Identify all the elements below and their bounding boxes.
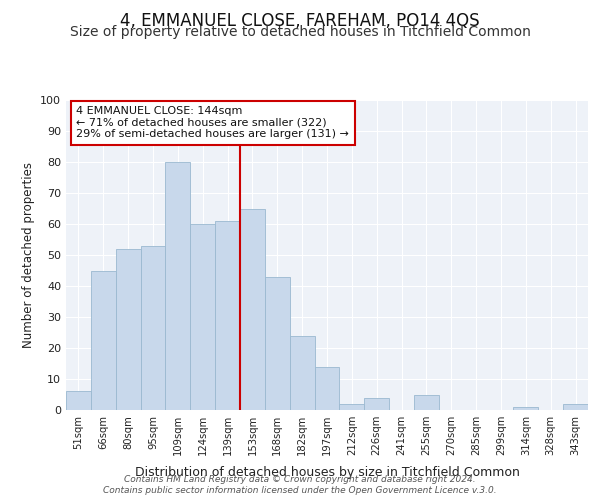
Bar [265,276,290,410]
Bar [140,246,166,410]
Bar [514,407,538,410]
Bar [290,336,314,410]
Bar [240,208,265,410]
Bar [314,366,340,410]
Bar [563,404,588,410]
Bar [91,270,116,410]
Text: 4, EMMANUEL CLOSE, FAREHAM, PO14 4QS: 4, EMMANUEL CLOSE, FAREHAM, PO14 4QS [120,12,480,30]
Bar [414,394,439,410]
Y-axis label: Number of detached properties: Number of detached properties [22,162,35,348]
Text: Size of property relative to detached houses in Titchfield Common: Size of property relative to detached ho… [70,25,530,39]
Text: Contains HM Land Registry data © Crown copyright and database right 2024.: Contains HM Land Registry data © Crown c… [124,475,476,484]
Text: 4 EMMANUEL CLOSE: 144sqm
← 71% of detached houses are smaller (322)
29% of semi-: 4 EMMANUEL CLOSE: 144sqm ← 71% of detach… [76,106,349,140]
Bar [340,404,364,410]
Bar [190,224,215,410]
X-axis label: Distribution of detached houses by size in Titchfield Common: Distribution of detached houses by size … [134,466,520,479]
Bar [364,398,389,410]
Bar [166,162,190,410]
Bar [116,249,140,410]
Bar [66,392,91,410]
Bar [215,221,240,410]
Text: Contains public sector information licensed under the Open Government Licence v.: Contains public sector information licen… [103,486,497,495]
